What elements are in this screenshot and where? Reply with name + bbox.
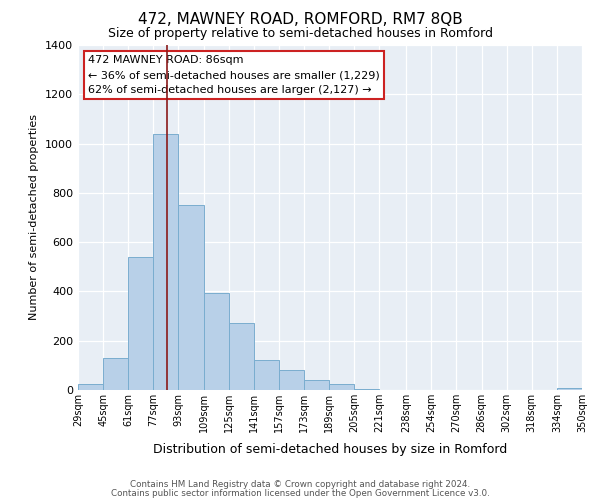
- Bar: [78, 384, 103, 390]
- Bar: [254, 360, 279, 390]
- Bar: [557, 388, 582, 390]
- Text: Contains HM Land Registry data © Crown copyright and database right 2024.: Contains HM Land Registry data © Crown c…: [130, 480, 470, 489]
- Bar: [229, 324, 254, 390]
- X-axis label: Distribution of semi-detached houses by size in Romford: Distribution of semi-detached houses by …: [153, 444, 507, 456]
- Text: 472, MAWNEY ROAD, ROMFORD, RM7 8QB: 472, MAWNEY ROAD, ROMFORD, RM7 8QB: [137, 12, 463, 28]
- Text: Size of property relative to semi-detached houses in Romford: Size of property relative to semi-detach…: [107, 28, 493, 40]
- Text: 472 MAWNEY ROAD: 86sqm
← 36% of semi-detached houses are smaller (1,229)
62% of : 472 MAWNEY ROAD: 86sqm ← 36% of semi-det…: [88, 56, 380, 95]
- Text: Contains public sector information licensed under the Open Government Licence v3: Contains public sector information licen…: [110, 488, 490, 498]
- Bar: [203, 292, 229, 390]
- Bar: [103, 358, 128, 390]
- Bar: [329, 384, 355, 390]
- Bar: [154, 134, 178, 390]
- Bar: [355, 389, 379, 390]
- Bar: [128, 257, 154, 390]
- Y-axis label: Number of semi-detached properties: Number of semi-detached properties: [29, 114, 40, 320]
- Bar: [279, 370, 304, 390]
- Bar: [304, 380, 329, 390]
- Bar: [178, 205, 203, 390]
